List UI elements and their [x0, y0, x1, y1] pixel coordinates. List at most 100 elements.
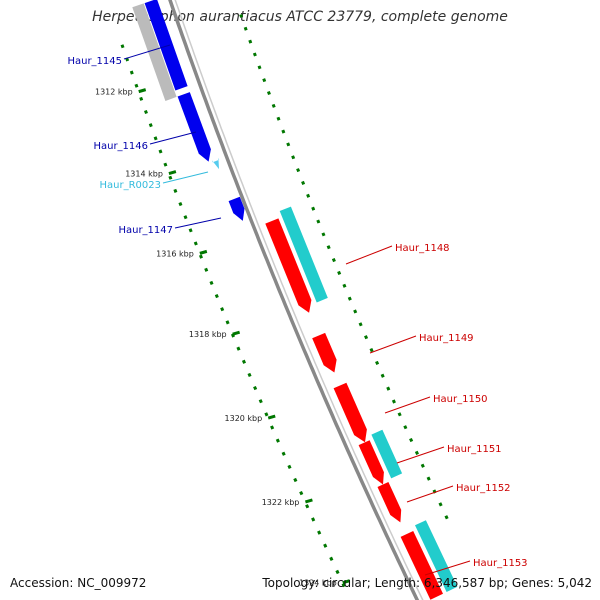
gc-dash-right: [266, 91, 271, 96]
gc-dash-right: [239, 13, 244, 18]
scale-tick-label: 1316 kbp: [156, 249, 194, 258]
gc-dash-left: [293, 477, 298, 483]
gc-dash-left: [220, 307, 225, 312]
scale-tick-label: 1324 kbp: [299, 579, 337, 588]
gc-dash-left: [253, 385, 258, 391]
leader-line: [162, 171, 209, 184]
gc-dash-right: [331, 258, 336, 263]
gc-dash-right: [286, 142, 291, 147]
feature-haur-1148: [265, 218, 312, 313]
leader-line: [396, 446, 445, 464]
gc-dash-left: [183, 215, 188, 220]
gene-label-haur-1149: Haur_1149: [419, 333, 474, 344]
feature-haur-1153: [400, 531, 443, 600]
gc-dash-left: [230, 333, 236, 338]
gc-dash-left: [144, 109, 148, 115]
gc-dash-right: [321, 232, 326, 237]
gc-dash-right: [337, 270, 342, 275]
gene-label-haur-r0023: Haur_R0023: [100, 180, 162, 191]
gc-dash-left: [236, 346, 241, 351]
feature-haur-1151: [358, 440, 384, 485]
gene-label-haur-1150: Haur_1150: [433, 394, 488, 405]
gc-dash-left: [148, 123, 153, 128]
leader-line: [345, 245, 393, 265]
gene-label-haur-1153: Haur_1153: [473, 558, 528, 569]
scale-tick-label: 1318 kbp: [189, 330, 227, 339]
gc-dash-left: [168, 175, 173, 180]
gc-dash-left: [323, 543, 328, 548]
gc-dash-right: [386, 386, 391, 391]
gc-dash-right: [271, 103, 276, 108]
gene-label-haur-1146: Haur_1146: [93, 141, 148, 152]
gc-dash-right: [353, 309, 358, 314]
gc-dash-left: [120, 44, 125, 49]
scale-tick: [168, 170, 177, 175]
scale-ticks: 1312 kbp 1314 kbp 1316 kbp 1318 kbp 1320 kbp…: [95, 88, 351, 588]
gc-dash-right: [252, 52, 257, 57]
gc-dash-right: [243, 26, 248, 31]
leader-line: [384, 396, 431, 414]
feature-haur-1145: [144, 0, 188, 91]
gc-dash-right: [296, 168, 301, 173]
gc-dash-right: [444, 515, 449, 520]
gene-labels: Haur_1145 Haur_1146 Haur_R0023 Haur_1147 Hau…: [67, 44, 528, 576]
gc-dash-left: [247, 372, 252, 378]
gc-dash-right: [316, 219, 321, 224]
feature-haur-1152: [377, 482, 402, 523]
gc-dash-left: [193, 241, 198, 246]
gene-label-haur-1145: Haur_1145: [67, 56, 122, 67]
gc-dash-right: [262, 78, 267, 83]
feature-haur-1151-pair: [371, 429, 403, 479]
gc-dash-left: [188, 228, 193, 233]
feature-haur-1148-pair: [279, 206, 328, 303]
gc-dash-left: [241, 359, 247, 364]
gc-dash-right: [276, 116, 281, 121]
gc-dash-left: [158, 149, 163, 154]
gc-dash-right: [414, 450, 419, 456]
gc-dash-right: [257, 65, 262, 70]
gc-dash-left: [178, 202, 183, 207]
gene-label-haur-1152: Haur_1152: [456, 483, 511, 494]
gc-dash-right: [397, 412, 402, 417]
backbone-track: [168, 0, 424, 600]
scale-tick: [199, 249, 208, 255]
scale-tick-label: 1314 kbp: [125, 170, 163, 179]
gc-dash-right: [311, 206, 316, 211]
leader-line: [123, 44, 171, 60]
gc-dash-left: [129, 70, 134, 75]
gc-dash-left: [317, 530, 322, 535]
gc-dash-left: [214, 293, 219, 299]
accession-label: Accession: NC_009972: [10, 576, 147, 590]
gc-dash-right: [358, 322, 363, 327]
gc-dash-left: [258, 399, 263, 404]
gc-dash-left: [173, 188, 178, 193]
gene-label-haur-1151: Haur_1151: [447, 444, 502, 455]
scale-tick: [342, 579, 351, 585]
backbone-inner-line: [174, 0, 424, 600]
gene-features: [132, 0, 458, 600]
gc-dash-left: [299, 491, 304, 496]
topology-summary: Topology: circular; Length: 6,346,587 bp…: [262, 576, 592, 590]
leader-line: [369, 335, 417, 354]
gc-dash-left: [264, 412, 269, 417]
gc-dash-left: [287, 464, 292, 470]
scale-tick-label: 1320 kbp: [225, 414, 263, 423]
backbone-line: [168, 0, 420, 600]
gc-dash-left: [281, 451, 286, 456]
gc-dash-left: [275, 438, 280, 443]
gc-dash-right: [342, 283, 347, 288]
scale-tick-label: 1312 kbp: [95, 88, 133, 97]
gc-dash-right: [347, 296, 352, 301]
gc-dash-right: [306, 193, 311, 198]
scale-tick-label: 1322 kbp: [262, 498, 300, 507]
gc-dash-right: [403, 425, 408, 430]
gc-dash-right: [291, 155, 296, 160]
gc-dash-left: [198, 254, 203, 259]
scale-tick: [232, 330, 241, 336]
feature-pseudo-grey: [132, 3, 177, 101]
gc-dash-right: [380, 373, 385, 378]
gc-dash-right: [281, 129, 286, 134]
feature-haur-1150: [333, 382, 367, 443]
gene-label-haur-1148: Haur_1148: [395, 243, 450, 254]
gc-dash-left: [305, 504, 310, 509]
